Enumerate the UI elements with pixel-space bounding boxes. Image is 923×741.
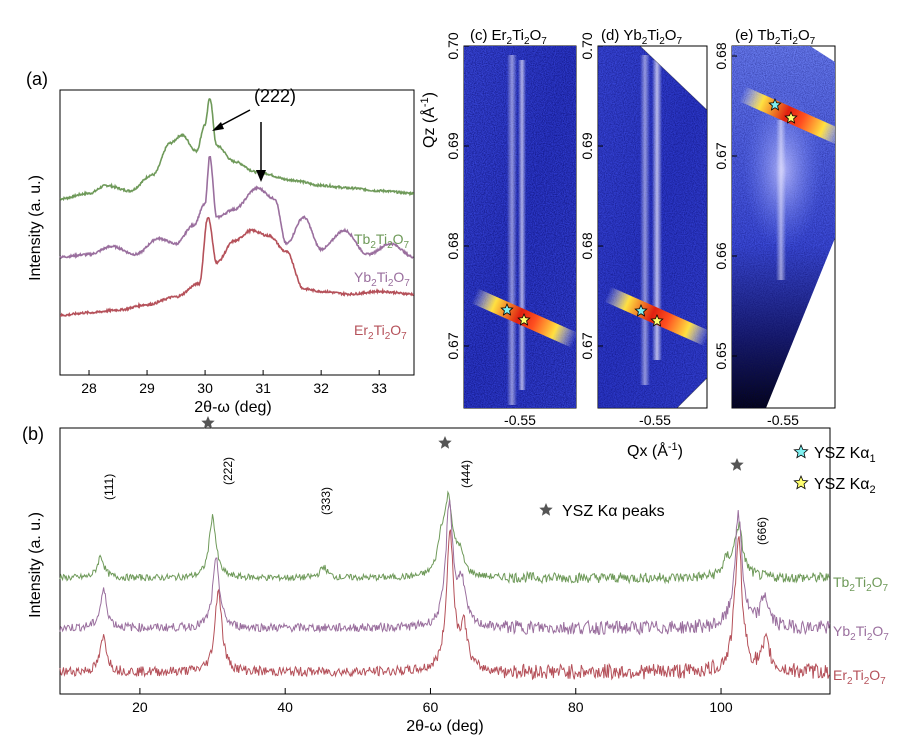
rsm-panels: Qz (Å-1) (c) Er2Ti2O7 0.70 0.69 0.68 0.67 -0… [419, 27, 876, 496]
ysz-star-3 [730, 458, 744, 471]
panel-a-xtick-label: 31 [255, 380, 271, 396]
rsm-d-label: (d) Yb2Ti2O7 [601, 27, 682, 47]
rsm-ytick-label: 0.69 [579, 132, 595, 159]
rsm-legend-k1: YSZ Kα1 [814, 445, 876, 465]
panel-b-xtick-label: 20 [132, 699, 148, 715]
rsm-ytick-label: 0.66 [713, 242, 729, 269]
rsm-e-streak [776, 120, 786, 280]
rsm-d-yticks: 0.70 0.69 0.68 0.67 [579, 32, 603, 360]
panel-a-xticks: 28 29 30 31 32 33 [81, 370, 387, 396]
rsm-ytick-label: 0.68 [445, 232, 461, 259]
panel-b-label: (b) [22, 424, 44, 444]
rsm-ytick-label: 0.68 [579, 232, 595, 259]
peak-label-111: (111) [102, 474, 116, 500]
rsm-ytick-label: 0.70 [579, 32, 595, 59]
ysz-star-2 [438, 436, 452, 449]
panel-b-xtick-label: 40 [277, 699, 293, 715]
rsm-c-xtick: -0.55 [504, 412, 536, 428]
panel-b-xtick-label: 100 [709, 699, 733, 715]
panel-a-xlabel: 2θ-ω (deg) [194, 399, 271, 416]
rsm-d-streak-right [652, 60, 662, 360]
panel-a-xtick-label: 30 [197, 380, 213, 396]
rsm-e-label: (e) Tb2Ti2O7 [735, 27, 816, 47]
panel-a-arrow-down-head [256, 170, 266, 182]
rsm-e-yticks: 0.68 0.67 0.66 0.65 [713, 42, 737, 370]
panel-a-label-yb: Yb2Ti2O7 [354, 269, 410, 289]
peak-label-333: (333) [319, 487, 333, 515]
panel-b-xtick-label: 60 [423, 699, 439, 715]
rsm-d-star-yellow [650, 313, 664, 327]
panel-b: (b) Intensity (a. u.) 20 40 60 80 100 2θ-ω (… [22, 416, 889, 735]
panel-b-label-er: Er2Ti2O7 [833, 667, 886, 687]
panel-b-xticks: 20 40 60 80 100 [132, 688, 733, 715]
panel-a-label: (a) [26, 69, 48, 89]
panel-b-ylabel: Intensity (a. u.) [27, 512, 44, 618]
panel-a-frame [59, 89, 415, 376]
rsm-legend: YSZ Kα1 YSZ Kα2 [793, 443, 876, 496]
panel-a-xtick-label: 28 [81, 380, 97, 396]
rsm-panel-d: (d) Yb2Ti2O7 0.70 0.69 0.68 0.67 -0.55 [579, 27, 708, 428]
panel-b-xlabel: 2θ-ω (deg) [406, 718, 483, 735]
rsm-d-star-cyan [634, 303, 648, 317]
panel-a-line-yb [59, 156, 414, 260]
rsm-ytick-label: 0.68 [713, 42, 729, 69]
ysz-legend-text: YSZ Kα peaks [562, 503, 665, 520]
panel-b-frame [59, 427, 831, 695]
panel-b-label-tb: Tb2Ti2O7 [833, 574, 889, 594]
panel-a-arrow-222-head [212, 122, 224, 131]
panel-b-line-tb [59, 490, 831, 585]
panel-b-label-yb: Yb2Ti2O7 [833, 623, 889, 643]
rsm-c-star-cyan [500, 302, 514, 316]
rsm-e-star-cyan [768, 97, 782, 111]
panel-a-ylabel: Intensity (a. u.) [27, 175, 44, 281]
rsm-d-xtick: -0.55 [639, 412, 671, 428]
panel-a-line-tb [59, 97, 415, 202]
rsm-c-star-yellow [517, 312, 531, 326]
peak-label-444: (444) [459, 460, 473, 488]
rsm-c-yticks: 0.70 0.69 0.68 0.67 [445, 32, 469, 360]
rsm-ytick-label: 0.67 [579, 332, 595, 359]
panel-a-222-annotation: (222) [254, 86, 296, 106]
panel-b-xtick-label: 80 [568, 699, 584, 715]
panel-b-line-yb [59, 499, 831, 636]
rsm-e-xtick: -0.55 [767, 412, 799, 428]
rsm-ytick-label: 0.70 [445, 32, 461, 59]
rsm-ytick-label: 0.65 [713, 342, 729, 369]
rsm-legend-star-cyan [793, 443, 809, 459]
panel-a-label-tb: Tb2Ti2O7 [354, 231, 410, 251]
peak-label-222: (222) [221, 457, 235, 485]
rsm-ytick-label: 0.67 [713, 142, 729, 169]
rsm-c-streak-left [507, 55, 517, 405]
panel-a-xtick-label: 33 [371, 380, 387, 396]
rsm-ytick-label: 0.69 [445, 132, 461, 159]
rsm-ytick-label: 0.67 [445, 332, 461, 359]
ysz-legend-star [539, 503, 553, 516]
panel-a-xtick-label: 29 [139, 380, 155, 396]
rsm-c-label: (c) Er2Ti2O7 [470, 27, 547, 47]
panel-a-label-er: Er2Ti2O7 [354, 322, 407, 342]
rsm-ylabel: Qz (Å-1) [419, 92, 438, 148]
ysz-star-1 [201, 416, 215, 429]
panel-a: (a) Intensity (a. u.) 28 29 30 31 32 33 2θ-ω … [26, 69, 415, 416]
rsm-c-streak-right [518, 60, 526, 390]
rsm-panel-e: (e) Tb2Ti2O7 0.68 0.67 0.66 0.65 -0.55 [713, 27, 836, 428]
rsm-panel-c: (c) Er2Ti2O7 0.70 0.69 0.68 0.67 -0.55 [445, 27, 577, 428]
rsm-legend-k2: YSZ Kα2 [814, 476, 876, 496]
rsm-legend-star-yellow [793, 474, 809, 490]
peak-label-666: (666) [755, 517, 769, 545]
rsm-d-streak-left [640, 55, 650, 385]
panel-b-line-er [59, 529, 831, 681]
panel-a-line-er [60, 216, 415, 317]
rsm-xlabel: Qx (Å-1) [627, 441, 683, 460]
panel-a-xtick-label: 32 [313, 380, 329, 396]
rsm-e-star-yellow [784, 110, 798, 124]
